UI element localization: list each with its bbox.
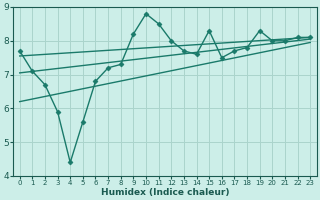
X-axis label: Humidex (Indice chaleur): Humidex (Indice chaleur): [101, 188, 229, 197]
